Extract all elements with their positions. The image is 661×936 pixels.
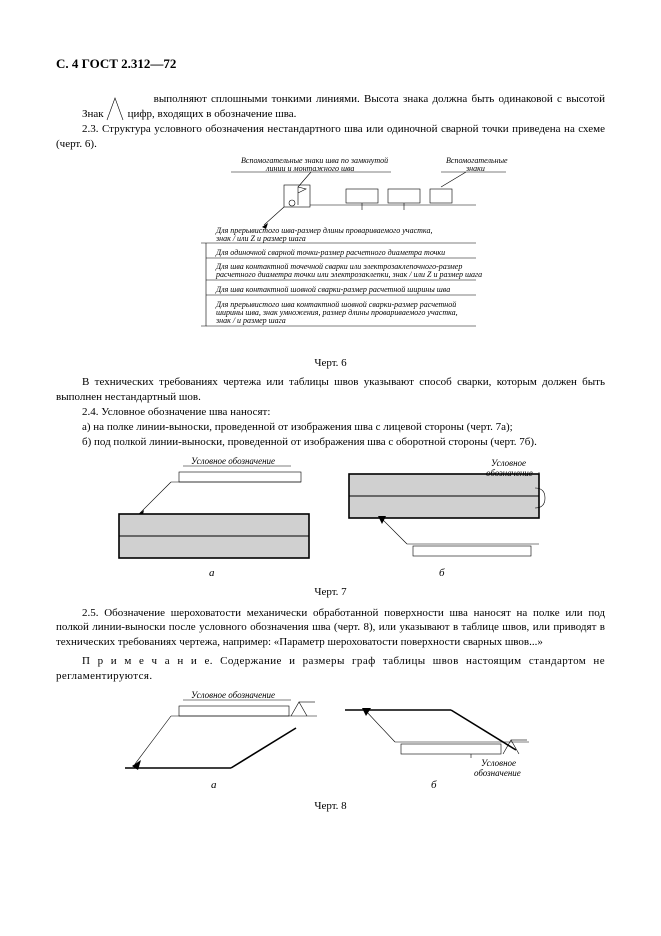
svg-text:б: б xyxy=(439,567,445,579)
svg-text:Для шва контактной точечной св: Для шва контактной точечной сварки или э… xyxy=(215,262,482,279)
para-2-5: 2.5. Обозначение шероховатости механичес… xyxy=(56,606,605,651)
svg-text:Условное обозначение: Условное обозначение xyxy=(191,690,275,700)
para-2-4b: б) под полкой линии-выноски, проведенной… xyxy=(56,435,605,450)
fig7-caption: Черт. 7 xyxy=(56,586,605,598)
para-note: П р и м е ч а н и е. Содержание и размер… xyxy=(56,654,605,684)
para-2-3: 2.3. Структура условного обозначения нес… xyxy=(56,122,605,152)
para1-a: Знак xyxy=(56,107,104,122)
fig6-caption: Черт. 6 xyxy=(56,357,605,369)
svg-text:Для шва контактной шовной свар: Для шва контактной шовной сварки-размер … xyxy=(215,285,450,294)
svg-text:Для прерывистого шва контактно: Для прерывистого шва контактной шовной с… xyxy=(215,300,458,325)
svg-text:Условное обозначение: Условное обозначение xyxy=(191,456,275,466)
znak-icon xyxy=(105,96,127,122)
svg-text:Для одиночной сварной точки-ра: Для одиночной сварной точки-размер расче… xyxy=(215,248,445,257)
svg-text:Вспомогательныезнаки: Вспомогательныезнаки xyxy=(446,156,508,173)
fig8-caption: Черт. 8 xyxy=(56,800,605,812)
figure-7: Условное обозначение а Условноеобозначен… xyxy=(111,454,551,584)
svg-text:а: а xyxy=(211,779,217,791)
page-header: С. 4 ГОСТ 2.312—72 xyxy=(56,56,605,72)
svg-text:а: а xyxy=(209,567,215,579)
svg-text:б: б xyxy=(431,779,437,791)
svg-text:Вспомогательные знаки шва по з: Вспомогательные знаки шва по замкнутойли… xyxy=(241,156,388,173)
figure-8: Условное обозначение а Условноеобозначен… xyxy=(121,688,541,798)
para1-b: выполняют сплошными тонкими линиями. Выс… xyxy=(128,92,605,122)
svg-text:Условноеобозначение: Условноеобозначение xyxy=(486,458,533,478)
para-2-4a: а) на полке линии-выноски, проведенной о… xyxy=(56,420,605,435)
svg-text:Для прерывистого шва-размер дл: Для прерывистого шва-размер длины провар… xyxy=(215,226,432,243)
figure-6: Вспомогательные знаки шва по замкнутойли… xyxy=(146,155,516,355)
para-znak: Знак выполняют сплошными тонкими линиями… xyxy=(56,92,605,122)
svg-text:Условноеобозначение: Условноеобозначение xyxy=(474,758,521,778)
para-tech-req: В технических требованиях чертежа или та… xyxy=(56,375,605,405)
para-2-4: 2.4. Условное обозначение шва наносят: xyxy=(56,405,605,420)
